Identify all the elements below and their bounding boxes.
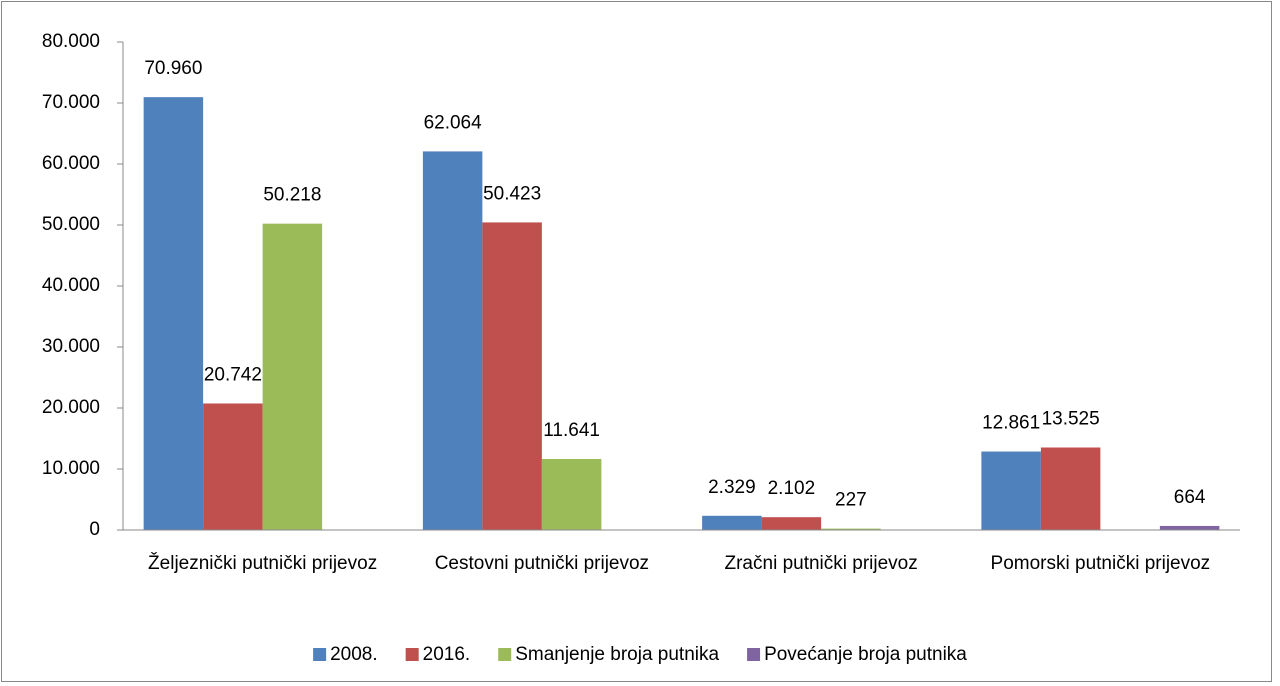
legend-label: Smanjenje broja putnika	[515, 644, 719, 665]
data-label: 50.423	[483, 183, 541, 204]
legend-label: 2016.	[423, 644, 471, 665]
bar	[761, 517, 822, 530]
legend-swatch	[498, 648, 512, 661]
bar	[981, 451, 1041, 530]
y-tick-label: 50.000	[42, 214, 100, 235]
bar	[821, 528, 881, 530]
bar	[203, 403, 263, 530]
data-label: 664	[1174, 487, 1206, 508]
y-tick-label: 30.000	[42, 336, 100, 357]
y-tick-label: 80.000	[42, 31, 100, 52]
legend-label: 2008.	[330, 644, 378, 665]
legend-swatch	[313, 648, 327, 661]
x-tick-label: Željeznički putnički prijevoz	[148, 553, 378, 574]
bar	[1040, 447, 1101, 530]
x-tick-label: Pomorski putnički prijevoz	[990, 553, 1211, 574]
bar	[143, 97, 204, 531]
data-label: 2.102	[768, 478, 816, 499]
bar	[702, 515, 762, 530]
bar	[422, 151, 483, 530]
y-tick-label: 40.000	[42, 275, 100, 296]
bar	[1159, 525, 1220, 530]
y-tick-label: 70.000	[42, 92, 100, 113]
bar	[541, 458, 602, 530]
data-label: 11.641	[543, 420, 600, 441]
data-label: 20.742	[204, 364, 262, 385]
data-label: 12.861	[982, 413, 1040, 434]
data-label: 62.064	[424, 112, 483, 133]
legend-label: Povećanje broja putnika	[764, 644, 967, 665]
data-label: 2.329	[708, 477, 756, 498]
y-tick-label: 10.000	[42, 458, 100, 479]
data-label: 227	[835, 490, 867, 511]
x-tick-label: Zračni putnički prijevoz	[724, 553, 918, 574]
data-label: 13.525	[1042, 409, 1100, 430]
y-tick-label: 0	[89, 519, 100, 540]
data-label: 50.218	[263, 185, 321, 206]
y-tick-label: 60.000	[42, 153, 100, 174]
bar	[482, 222, 542, 531]
legend-swatch	[747, 648, 761, 661]
y-tick-label: 20.000	[42, 397, 100, 418]
bar	[262, 223, 323, 530]
x-tick-label: Cestovni putnički prijevoz	[434, 553, 650, 574]
legend-swatch	[405, 648, 419, 661]
data-label: 70.960	[144, 58, 202, 79]
